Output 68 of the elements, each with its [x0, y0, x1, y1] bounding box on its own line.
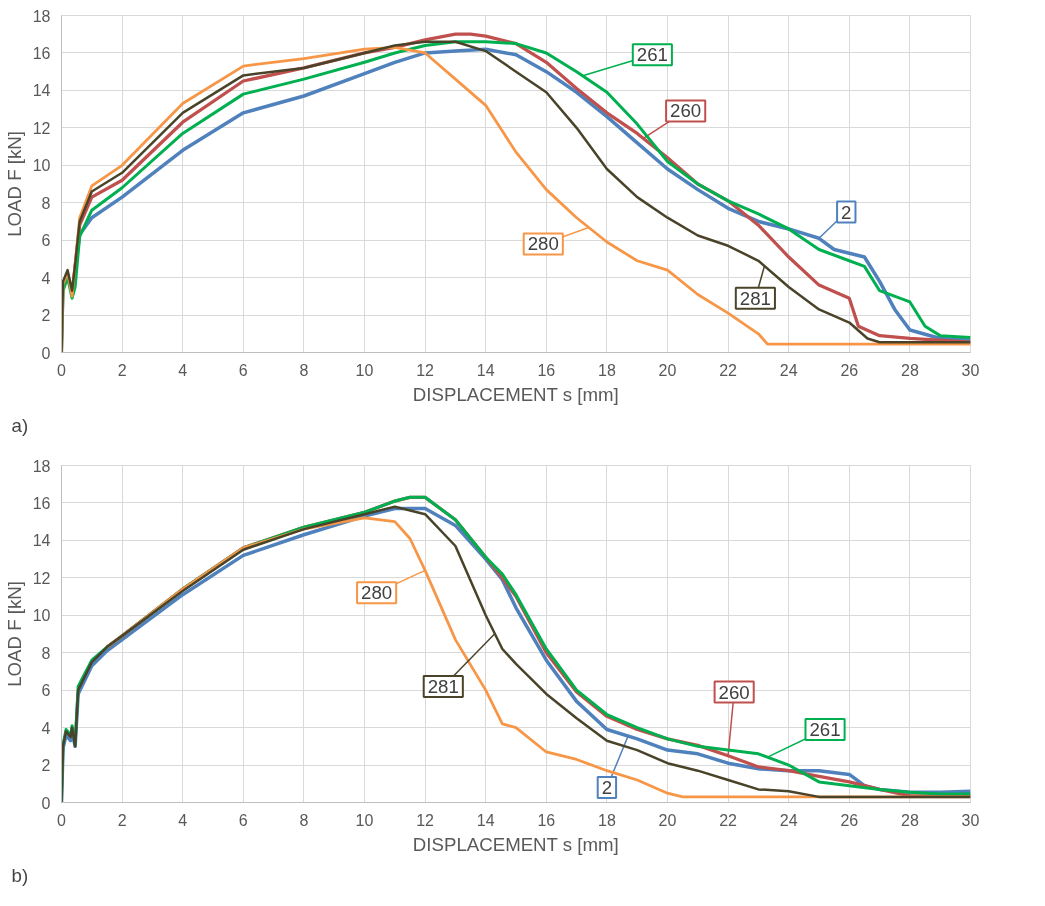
x-tick-label: 0 [57, 361, 67, 379]
x-tick-label: 0 [57, 811, 67, 829]
y-axis-title: LOAD F [kN] [3, 131, 25, 237]
x-tick-label: 8 [299, 811, 309, 829]
y-tick-label: 8 [41, 194, 51, 212]
series-label: 2 [841, 201, 852, 223]
x-tick-label: 12 [416, 361, 435, 379]
y-tick-label: 6 [41, 232, 51, 250]
x-tick-label: 22 [719, 811, 738, 829]
text: 2 [601, 777, 613, 799]
x-tick-label: 26 [840, 811, 859, 829]
x-tick-label: 22 [719, 361, 738, 379]
x-tick-label: 24 [779, 811, 798, 829]
text: a) [11, 414, 29, 436]
y-tick-label: 10 [32, 157, 51, 175]
y-tick-label: 16 [32, 494, 51, 512]
y-tick-label: 14 [32, 532, 51, 550]
x-tick-label: 30 [961, 811, 980, 829]
x-tick-label: 16 [537, 811, 556, 829]
y-tick-label: 6 [41, 682, 51, 700]
series-label: 280 [361, 582, 393, 604]
y-axis-title: LOAD F [kN] [3, 581, 25, 687]
y-tick-label: 16 [32, 44, 51, 62]
x-tick-label: 8 [299, 361, 309, 379]
y-tick-label: 4 [41, 269, 51, 287]
series-label: 261 [809, 718, 841, 740]
x-tick-label: 2 [117, 361, 127, 379]
text: 260 [718, 681, 750, 703]
x-tick-label: 14 [476, 811, 495, 829]
x-axis-title: DISPLACEMENT s [mm] [412, 383, 619, 405]
text: b) [11, 864, 29, 886]
x-tick-label: 18 [598, 811, 616, 829]
x-tick-label: 20 [658, 361, 677, 379]
text: 261 [636, 44, 668, 66]
x-tick-label: 10 [355, 361, 374, 379]
x-tick-label: 28 [901, 811, 919, 829]
x-tick-label: 4 [178, 811, 188, 829]
y-tick-label: 12 [32, 119, 51, 137]
x-tick-label: 20 [658, 811, 677, 829]
y-tick-label: 0 [41, 794, 51, 812]
x-tick-label: 4 [178, 361, 188, 379]
y-tick-label: 12 [32, 569, 51, 587]
x-tick-label: 14 [476, 361, 495, 379]
y-tick-label: 10 [32, 607, 51, 625]
x-tick-label: 16 [537, 361, 556, 379]
x-axis-title: DISPLACEMENT s [mm] [412, 833, 619, 855]
y-tick-label: 0 [41, 344, 51, 362]
y-tick-label: 8 [41, 644, 51, 662]
x-tick-label: 30 [961, 361, 980, 379]
series-label: 281 [739, 287, 771, 309]
series-label: 260 [670, 100, 702, 122]
y-tick-label: 4 [41, 719, 51, 737]
x-tick-label: 6 [238, 361, 248, 379]
text: 281 [427, 675, 459, 697]
x-tick-label: 2 [117, 811, 127, 829]
x-tick-label: 24 [779, 361, 798, 379]
y-tick-label: 18 [32, 7, 51, 25]
y-tick-label: 2 [41, 307, 51, 325]
y-tick-label: 14 [32, 82, 51, 100]
x-tick-label: 12 [416, 811, 435, 829]
x-tick-label: 18 [598, 361, 616, 379]
x-tick-label: 10 [355, 811, 374, 829]
y-tick-label: 2 [41, 757, 51, 775]
series-label: 280 [527, 233, 559, 255]
x-tick-label: 26 [840, 361, 859, 379]
x-tick-label: 28 [901, 361, 919, 379]
y-tick-label: 18 [32, 457, 51, 475]
x-tick-label: 6 [238, 811, 248, 829]
